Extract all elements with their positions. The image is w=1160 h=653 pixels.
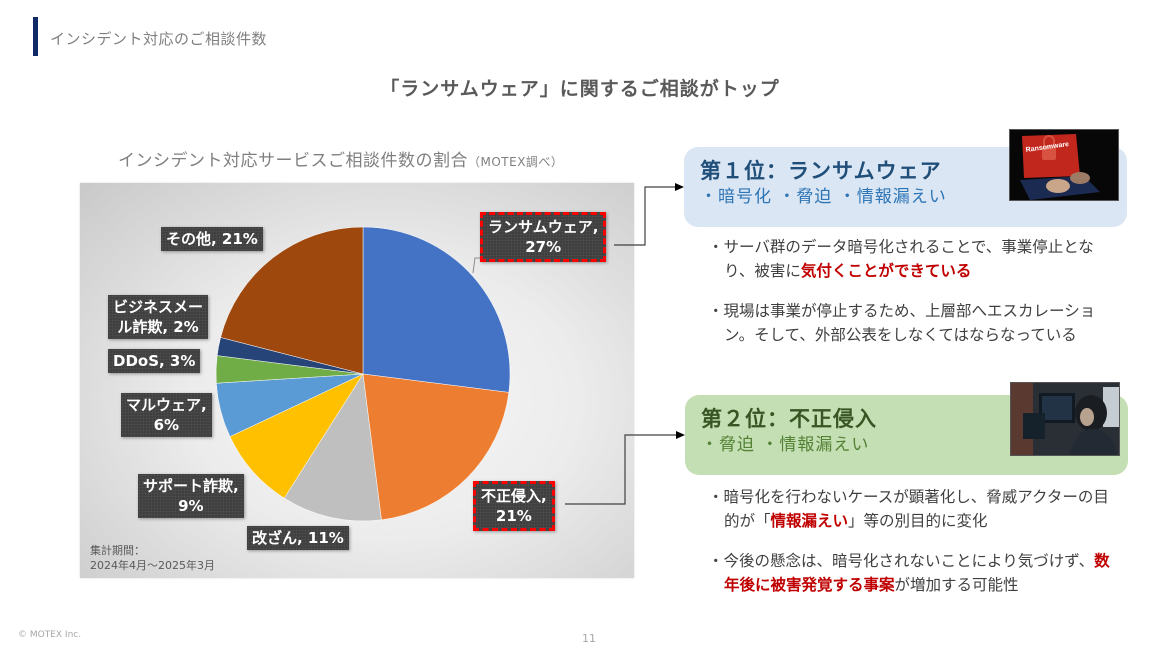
label-business-email-scam: ビジネスメー ル詐欺, 2%	[108, 295, 209, 339]
chart-caption-source: （MOTEX調べ）	[468, 155, 564, 169]
page-headline: 「ランサムウェア」に関するご相談がトップ	[380, 78, 780, 100]
chart-caption: インシデント対応サービスご相談件数の割合（MOTEX調べ）	[118, 146, 563, 171]
pie-slice	[283, 373, 382, 522]
ransomware-leader-line	[472, 257, 481, 274]
section-accent-bar	[33, 17, 38, 56]
rank1-bullet-2: ・現場は事業が停止するため、上層部へエスカレーション。そして、外部公表をしなくて…	[708, 302, 1096, 344]
pie-slice	[229, 373, 364, 499]
arrow-head-rank2-icon	[676, 431, 685, 439]
rank2-title: 第２位：不正侵入	[701, 407, 877, 431]
label-ransomware: ランサムウェア, 27%	[480, 212, 607, 262]
rank1-bullets: ・サーバ群のデータ暗号化されることで、事業停止となり、被害に気付くことができてい…	[708, 235, 1118, 363]
arrow-head-rank1-icon	[675, 183, 684, 191]
rank2-bullet-1: ・暗号化を行わないケースが顕著化し、脅威アクターの目的が「情報漏えい」等の別目的…	[708, 488, 1109, 530]
rank2-bullet-2-emphasis: 数年後に被害発覚する事案	[724, 552, 1110, 594]
rank2-bullet-2: ・今後の懸念は、暗号化されないことにより気づけず、数年後に被害発覚する事案が増加…	[708, 552, 1110, 594]
footer-copyright: © MOTEX Inc.	[18, 630, 82, 640]
connector-rank2	[565, 434, 677, 505]
aggregation-period: 集計期間： 2024年4月～2025年3月	[90, 544, 215, 572]
pie-slice	[220, 226, 364, 375]
label-malware: マルウェア, 6%	[121, 393, 212, 437]
label-tampering: 改ざん, 11%	[247, 526, 349, 550]
rank2-bullet-1-emphasis: 情報漏えい	[770, 512, 849, 530]
label-other: その他, 21%	[161, 227, 263, 251]
rank1-title: 第１位：ランサムウェア	[700, 159, 942, 183]
pie-slice	[362, 226, 511, 393]
label-ddos: DDoS, 3%	[108, 349, 201, 373]
rank2-subtitle: ・脅迫 ・情報漏えい	[701, 435, 870, 455]
rank1-subtitle: ・暗号化 ・脅迫 ・情報漏えい	[700, 187, 947, 207]
page-number: 11	[582, 632, 596, 645]
ransomware-photo: Ransomware	[1009, 129, 1119, 201]
rank1-bullet-1-emphasis: 気付くことができている	[800, 262, 972, 280]
rank1-bullet-1: ・サーバ群のデータ暗号化されることで、事業停止となり、被害に気付くことができてい…	[708, 238, 1094, 280]
label-unauthorized-access: 不正侵入, 21%	[473, 481, 555, 531]
connector-rank1	[614, 186, 676, 246]
pie-slice	[362, 373, 510, 521]
rank2-bullets: ・暗号化を行わないケースが顕著化し、脅威アクターの目的が「情報漏えい」等の別目的…	[708, 485, 1118, 613]
label-support-scam: サポート詐欺, 9%	[138, 474, 244, 518]
section-title: インシデント対応のご相談件数	[50, 30, 268, 48]
hacker-photo	[1010, 382, 1120, 456]
chart-caption-text: インシデント対応サービスご相談件数の割合	[118, 151, 468, 171]
